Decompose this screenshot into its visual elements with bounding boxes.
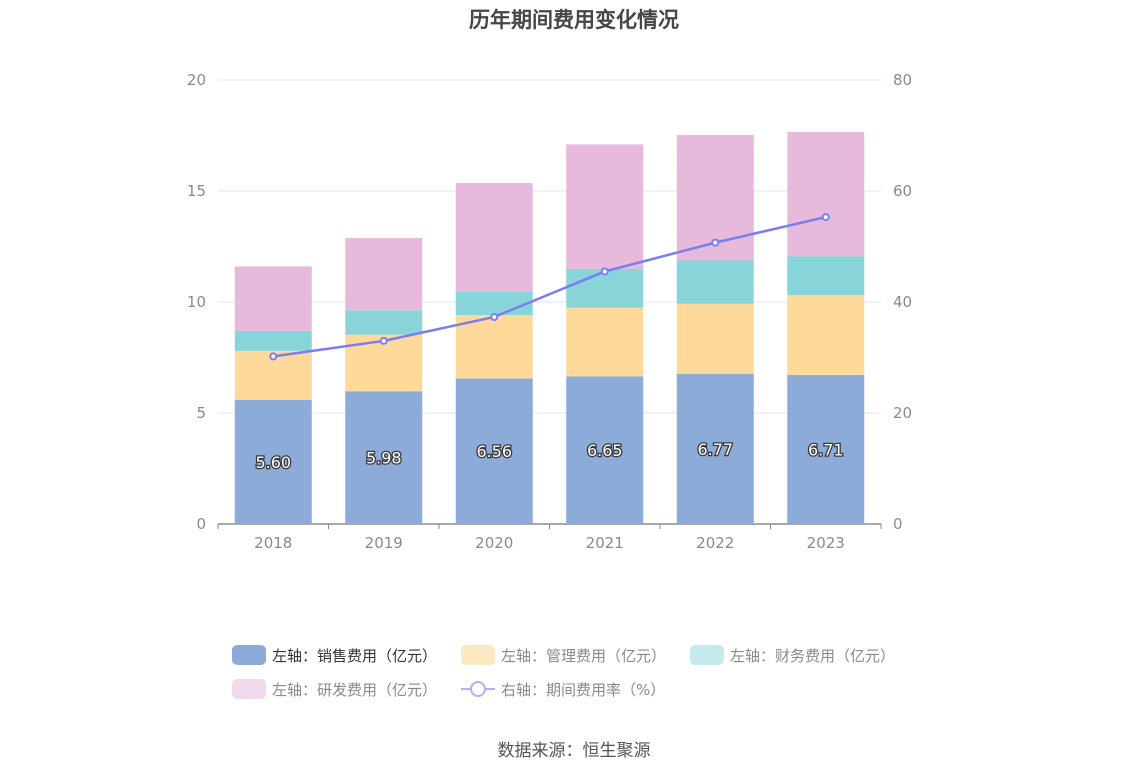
legend-label-expense-rate: 右轴：期间费用率（%）: [501, 680, 666, 699]
bar: [787, 375, 865, 524]
bar-data-label: 6.65: [587, 441, 623, 460]
x-axis-tick-label: 2023: [807, 534, 845, 552]
data-source: 数据来源：恒生聚源: [497, 741, 651, 761]
bar: [455, 183, 533, 292]
bar: [566, 307, 644, 377]
chart-title: 历年期间费用变化情况: [469, 8, 679, 32]
x-axis-tick-label: 2018: [254, 534, 292, 552]
expense-rate-point: [379, 336, 388, 345]
axes: 0 5 10 15 20 0 20 40 60 80 2018 2019 2020 2021 2022 202…: [187, 71, 912, 552]
bar-data-label: 6.71: [808, 441, 844, 460]
legend: 左轴：销售费用（亿元） 左轴：管理费用（亿元） 左轴：财务费用（亿元） 左轴：研…: [232, 638, 952, 706]
legend-swatch-finance: [690, 645, 725, 665]
expense-rate-point: [490, 312, 499, 321]
legend-item-finance[interactable]: 左轴：财务费用（亿元）: [690, 645, 895, 666]
right-axis-tick-label: 20: [893, 404, 912, 422]
x-axis-tick-label: 2022: [696, 534, 734, 552]
left-axis-tick-label: 5: [196, 404, 206, 422]
bar-data-label: 5.98: [366, 449, 402, 468]
bar: [787, 295, 865, 376]
bar: [455, 378, 533, 524]
bar-data-label: 6.77: [697, 440, 733, 459]
chart-area: 0 5 10 15 20 0 20 40 60 80 2018 2019 2020 2021 2022 202…: [187, 71, 912, 552]
x-axis-tick-label: 2021: [586, 534, 624, 552]
bar: [787, 131, 865, 257]
bar: [566, 144, 644, 269]
bar: [234, 330, 312, 351]
bar: [787, 256, 865, 296]
expense-rate-point: [821, 213, 830, 222]
x-axis-tick-label: 2019: [365, 534, 403, 552]
bar: [676, 373, 754, 524]
legend-swatch-admin: [461, 645, 496, 665]
legend-label-admin: 左轴：管理费用（亿元）: [501, 646, 667, 665]
bar: [234, 399, 312, 524]
right-axis-tick-label: 0: [893, 515, 903, 533]
legend-item-sales[interactable]: 左轴：销售费用（亿元）: [232, 645, 437, 666]
legend-label-finance: 左轴：财务费用（亿元）: [730, 646, 896, 665]
right-axis-tick-label: 40: [893, 293, 912, 311]
expense-rate-point: [269, 352, 278, 361]
bar: [676, 303, 754, 374]
left-axis-tick-label: 10: [187, 293, 206, 311]
right-axis-tick-label: 60: [893, 182, 912, 200]
data-labels: 5.60 5.98 6.56 6.65 6.77 6.71: [254, 439, 845, 474]
legend-line-icon: [461, 679, 496, 699]
bar: [345, 391, 423, 524]
legend-item-admin[interactable]: 左轴：管理费用（亿元）: [461, 645, 666, 666]
expense-rate-line: [273, 215, 827, 358]
legend-label-sales: 左轴：销售费用（亿元）: [272, 646, 438, 665]
x-axis-tick-label: 2020: [475, 534, 513, 552]
left-axis-tick-label: 15: [187, 182, 206, 200]
right-axis-tick-label: 80: [893, 71, 912, 89]
legend-swatch-rnd: [232, 679, 266, 699]
bar: [345, 238, 423, 311]
line-series: [269, 213, 830, 361]
bar: [455, 291, 533, 316]
left-axis-tick-label: 20: [187, 71, 206, 89]
bar: [455, 315, 533, 379]
legend-label-rnd: 左轴：研发费用（亿元）: [272, 680, 438, 699]
expense-rate-point: [711, 238, 720, 247]
legend-row: 左轴：研发费用（亿元） 右轴：期间费用率（%）: [232, 672, 952, 706]
bar: [676, 260, 754, 304]
bar-data-label: 5.60: [255, 453, 291, 472]
legend-swatch-sales: [232, 645, 266, 665]
bar: [234, 266, 312, 331]
legend-row: 左轴：销售费用（亿元） 左轴：管理费用（亿元） 左轴：财务费用（亿元）: [232, 638, 952, 672]
bar: [566, 376, 644, 524]
bar-data-label: 6.56: [476, 442, 512, 461]
legend-item-rnd[interactable]: 左轴：研发费用（亿元）: [232, 679, 437, 700]
bar: [345, 310, 423, 335]
expense-rate-point: [600, 267, 609, 276]
legend-item-expense-rate[interactable]: 右轴：期间费用率（%）: [461, 679, 665, 700]
left-axis-tick-label: 0: [196, 515, 206, 533]
gridlines: [218, 79, 881, 414]
bar-series: [234, 131, 865, 524]
